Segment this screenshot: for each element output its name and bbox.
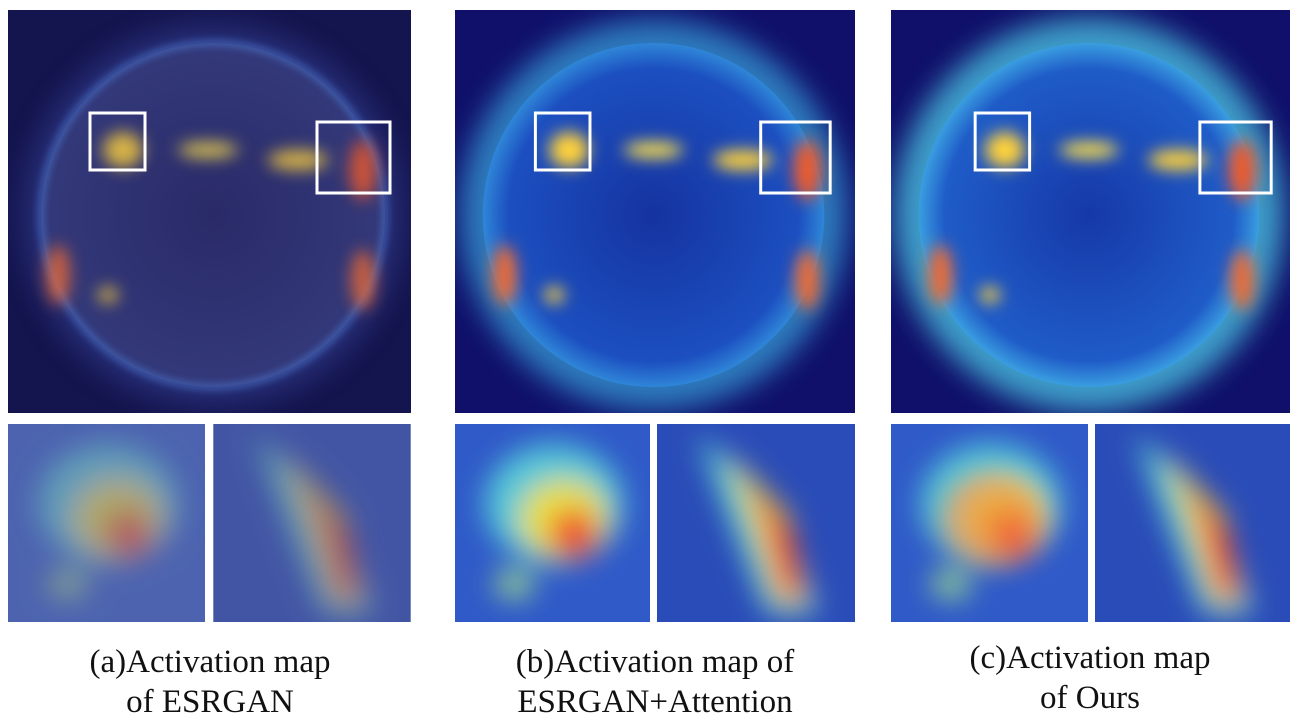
zoom-a-left bbox=[8, 424, 205, 622]
zoom-c-left bbox=[891, 424, 1088, 622]
activation-map-b bbox=[455, 10, 855, 413]
caption-line: (b)Activation map of bbox=[516, 644, 795, 680]
caption-line: of ESRGAN bbox=[126, 684, 294, 720]
activation-map-c bbox=[891, 10, 1290, 413]
figure: (a)Activation map of ESRGAN (b)Activatio… bbox=[0, 0, 1291, 720]
panel-a: (a)Activation map of ESRGAN bbox=[8, 10, 411, 720]
activation-map-a bbox=[8, 10, 411, 413]
zoom-b-right bbox=[657, 424, 855, 622]
zoom-b-left bbox=[455, 424, 650, 622]
caption-line: ESRGAN+Attention bbox=[517, 684, 792, 720]
zoom-c-right bbox=[1095, 424, 1290, 622]
zoom-a-right bbox=[213, 424, 411, 622]
panel-c: (c)Activation map of Ours bbox=[891, 10, 1290, 716]
caption-line: (a)Activation map bbox=[90, 644, 331, 680]
panel-b: (b)Activation map of ESRGAN+Attention bbox=[455, 10, 855, 720]
caption-line: of Ours bbox=[1040, 680, 1140, 716]
caption-line: (c)Activation map bbox=[970, 640, 1211, 676]
